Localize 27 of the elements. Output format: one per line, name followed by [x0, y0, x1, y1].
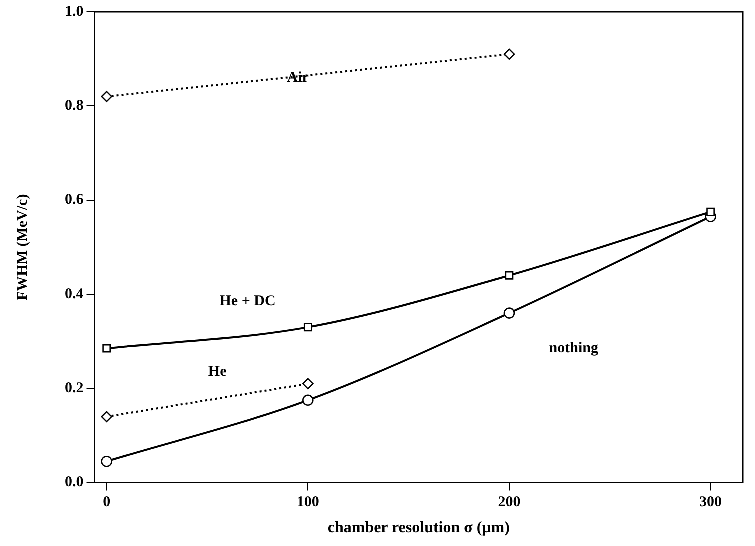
y-tick-label: 0.6	[65, 192, 84, 208]
y-tick-label: 1.0	[65, 4, 84, 20]
x-tick-label: 100	[296, 494, 320, 511]
series-label: He	[208, 364, 228, 380]
series-label: Air	[287, 70, 310, 86]
y-tick-label: 0.2	[65, 380, 84, 397]
point	[101, 456, 112, 468]
point	[101, 91, 112, 102]
y-tick-label: 0.4	[65, 286, 84, 302]
point	[102, 344, 112, 353]
point	[302, 378, 314, 390]
x-axis-title: chamber resolution σ (μm)	[328, 520, 510, 537]
point	[505, 271, 514, 280]
x-tick-label: 0	[103, 494, 111, 511]
y-tick-label: 0.8	[65, 98, 84, 114]
point	[302, 394, 314, 406]
x-tick-label: 300	[700, 494, 722, 511]
x-tick-label: 200	[498, 494, 521, 511]
point	[706, 208, 715, 216]
text: nothing	[549, 340, 599, 356]
y-axis-title: FWHM (MeV/c)	[14, 194, 31, 300]
point	[101, 411, 112, 423]
series-label: He + DC	[220, 293, 276, 310]
point	[504, 308, 516, 319]
point	[304, 323, 312, 332]
point	[504, 48, 516, 60]
y-tick-label: 0.0	[65, 474, 84, 491]
